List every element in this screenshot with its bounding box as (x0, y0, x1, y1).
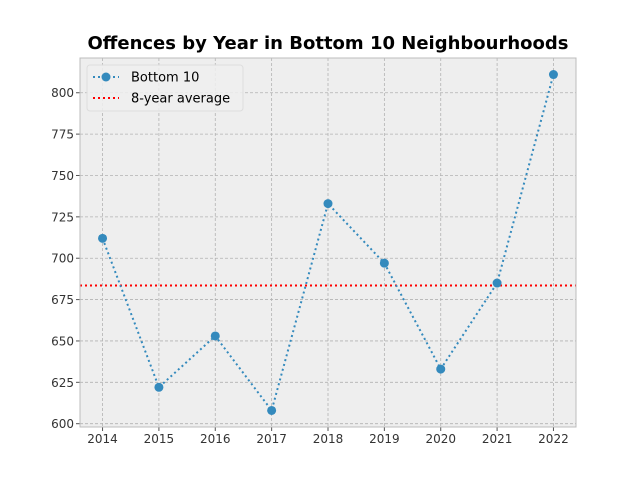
data-point-2015 (154, 382, 164, 392)
y-tick-label: 675 (51, 293, 74, 307)
y-tick-label: 625 (51, 376, 74, 390)
data-point-2019 (379, 258, 389, 268)
x-tick-label: 2018 (313, 432, 344, 446)
y-tick-label: 650 (51, 334, 74, 348)
data-point-2020 (436, 364, 446, 374)
legend-box (86, 64, 244, 112)
x-tick-label: 2014 (87, 432, 118, 446)
y-axis: 600 625 650 675 700 725 750 775 800 (51, 86, 80, 431)
series-layer (98, 70, 558, 415)
plot-border (79, 57, 577, 428)
data-point-2017 (267, 405, 277, 415)
legend-label: 8-year average (131, 92, 230, 107)
x-tick-label: 2016 (200, 432, 231, 446)
chart-title: Offences by Year in Bottom 10 Neighbourh… (87, 33, 568, 54)
data-point-2022 (548, 70, 558, 80)
data-point-2014 (98, 233, 108, 243)
data-point-2016 (210, 331, 220, 341)
x-tick-label: 2017 (256, 432, 287, 446)
x-tick-label: 2021 (482, 432, 513, 446)
data-point-2018 (323, 199, 333, 209)
legend: Bottom 10 8-year average (86, 64, 244, 112)
y-tick-label: 775 (51, 128, 74, 142)
data-point-2021 (492, 278, 502, 288)
x-tick-label: 2015 (144, 432, 175, 446)
y-tick-label: 800 (51, 86, 74, 100)
y-tick-label: 600 (51, 417, 74, 431)
y-tick-label: 700 (51, 252, 74, 266)
y-tick-label: 725 (51, 210, 74, 224)
gridlines (80, 58, 576, 427)
x-axis: 2014 2015 2016 2017 2018 2019 2020 2021 2022 (87, 427, 569, 446)
y-tick-label: 750 (51, 169, 74, 183)
x-tick-label: 2022 (538, 432, 569, 446)
legend-label: Bottom 10 (131, 71, 199, 86)
x-tick-label: 2020 (425, 432, 456, 446)
x-tick-label: 2019 (369, 432, 400, 446)
legend-swatch-marker (101, 72, 111, 82)
